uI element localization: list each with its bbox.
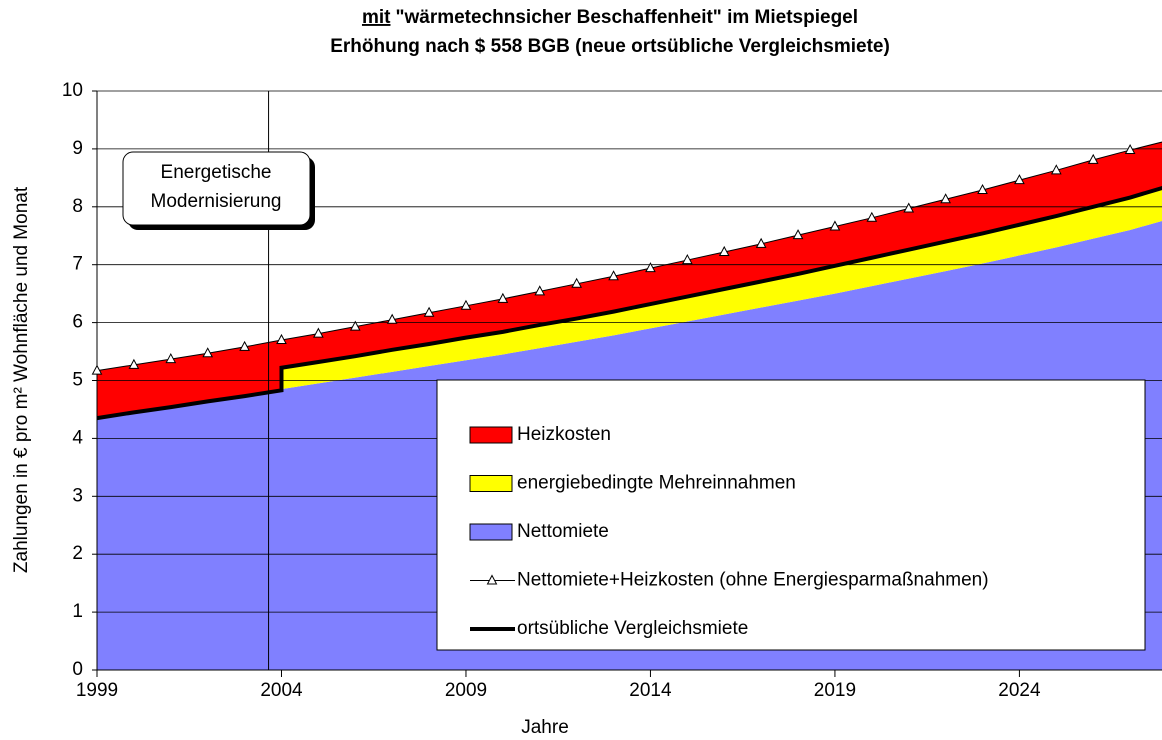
- marker: [755, 237, 767, 248]
- marker: [1087, 153, 1099, 164]
- y-tick-label: 9: [72, 138, 83, 159]
- x-tick-label: 2009: [445, 680, 487, 701]
- legend-swatch: [469, 523, 513, 541]
- legend-label: ortsübliche Vergleichsmiete: [517, 618, 748, 639]
- marker: [866, 211, 878, 222]
- y-tick-label: 5: [72, 370, 83, 391]
- x-axis-label: Jahre: [521, 717, 569, 738]
- marker: [940, 193, 951, 204]
- marker: [128, 358, 140, 369]
- y-tick-label: 1: [72, 601, 83, 622]
- legend-label: energiebedingte Mehreinnahmen: [517, 473, 796, 494]
- marker: [423, 306, 435, 317]
- marker: [1014, 174, 1025, 185]
- marker: [239, 340, 250, 351]
- line: [96, 141, 1162, 372]
- legend: Heizkosten energiebedingte Mehreinnahmen N…: [436, 379, 1146, 651]
- marker: [460, 299, 472, 310]
- x-tick-label: 2004: [260, 680, 303, 701]
- y-tick-label: 6: [72, 312, 83, 333]
- marker: [276, 333, 287, 344]
- x-tick-label: 1999: [76, 680, 118, 701]
- annotation-box: [122, 151, 311, 226]
- y-tick-label: 0: [72, 659, 83, 680]
- y-tick-label: 2: [72, 543, 83, 564]
- legend-label: Nettomiete: [517, 521, 609, 542]
- annotation-text: Modernisierung: [151, 191, 282, 212]
- x-tick-label: 2014: [629, 680, 672, 701]
- y-tick-label: 10: [62, 80, 83, 101]
- marker: [386, 313, 398, 324]
- marker: [1124, 143, 1136, 155]
- marker: [903, 202, 915, 213]
- line: [96, 185, 1162, 421]
- marker: [534, 285, 546, 296]
- marker: [91, 364, 103, 375]
- marker: [313, 327, 324, 338]
- y-tick-label: 7: [72, 254, 83, 275]
- marker: [792, 229, 804, 240]
- area: [97, 188, 1162, 419]
- legend-label: Nettomiete+Heizkosten (ohne Energiesparm…: [517, 570, 989, 591]
- marker: [682, 253, 693, 265]
- marker: [165, 353, 177, 364]
- chart-title-line: mit "wärmetechnsicher Beschaffenheit" im …: [362, 7, 858, 28]
- legend-marker: [486, 574, 498, 585]
- marker: [608, 270, 619, 281]
- marker: [718, 245, 730, 256]
- legend-box: [436, 379, 1146, 651]
- title-emphasis: mit: [362, 7, 391, 28]
- marker: [349, 320, 361, 331]
- marker: [977, 183, 988, 195]
- marker: [829, 220, 841, 231]
- annotation-text: Energetische: [161, 162, 272, 183]
- y-axis-label: Zahlungen in € pro m² Wohnfläche und Mon…: [11, 186, 32, 573]
- x-tick-label: 2024: [998, 680, 1041, 701]
- x-tick-label: 2019: [814, 680, 856, 701]
- y-tick-label: 3: [72, 485, 83, 506]
- chart-title: "wärmetechnsicher Beschaffenheit" im Mie…: [395, 7, 858, 28]
- legend-swatch: [469, 426, 513, 444]
- legend-swatch: [469, 475, 513, 492]
- marker: [645, 262, 656, 273]
- marker: [202, 347, 214, 358]
- area: [97, 142, 1162, 419]
- marker: [497, 292, 509, 303]
- y-tick-label: 4: [72, 427, 83, 448]
- marker: [571, 277, 582, 288]
- chart-subtitle: Erhöhung nach $ 558 BGB (neue ortsüblich…: [330, 36, 890, 57]
- legend-label: Heizkosten: [517, 424, 611, 445]
- marker: [1050, 164, 1062, 175]
- y-tick-label: 8: [72, 196, 83, 217]
